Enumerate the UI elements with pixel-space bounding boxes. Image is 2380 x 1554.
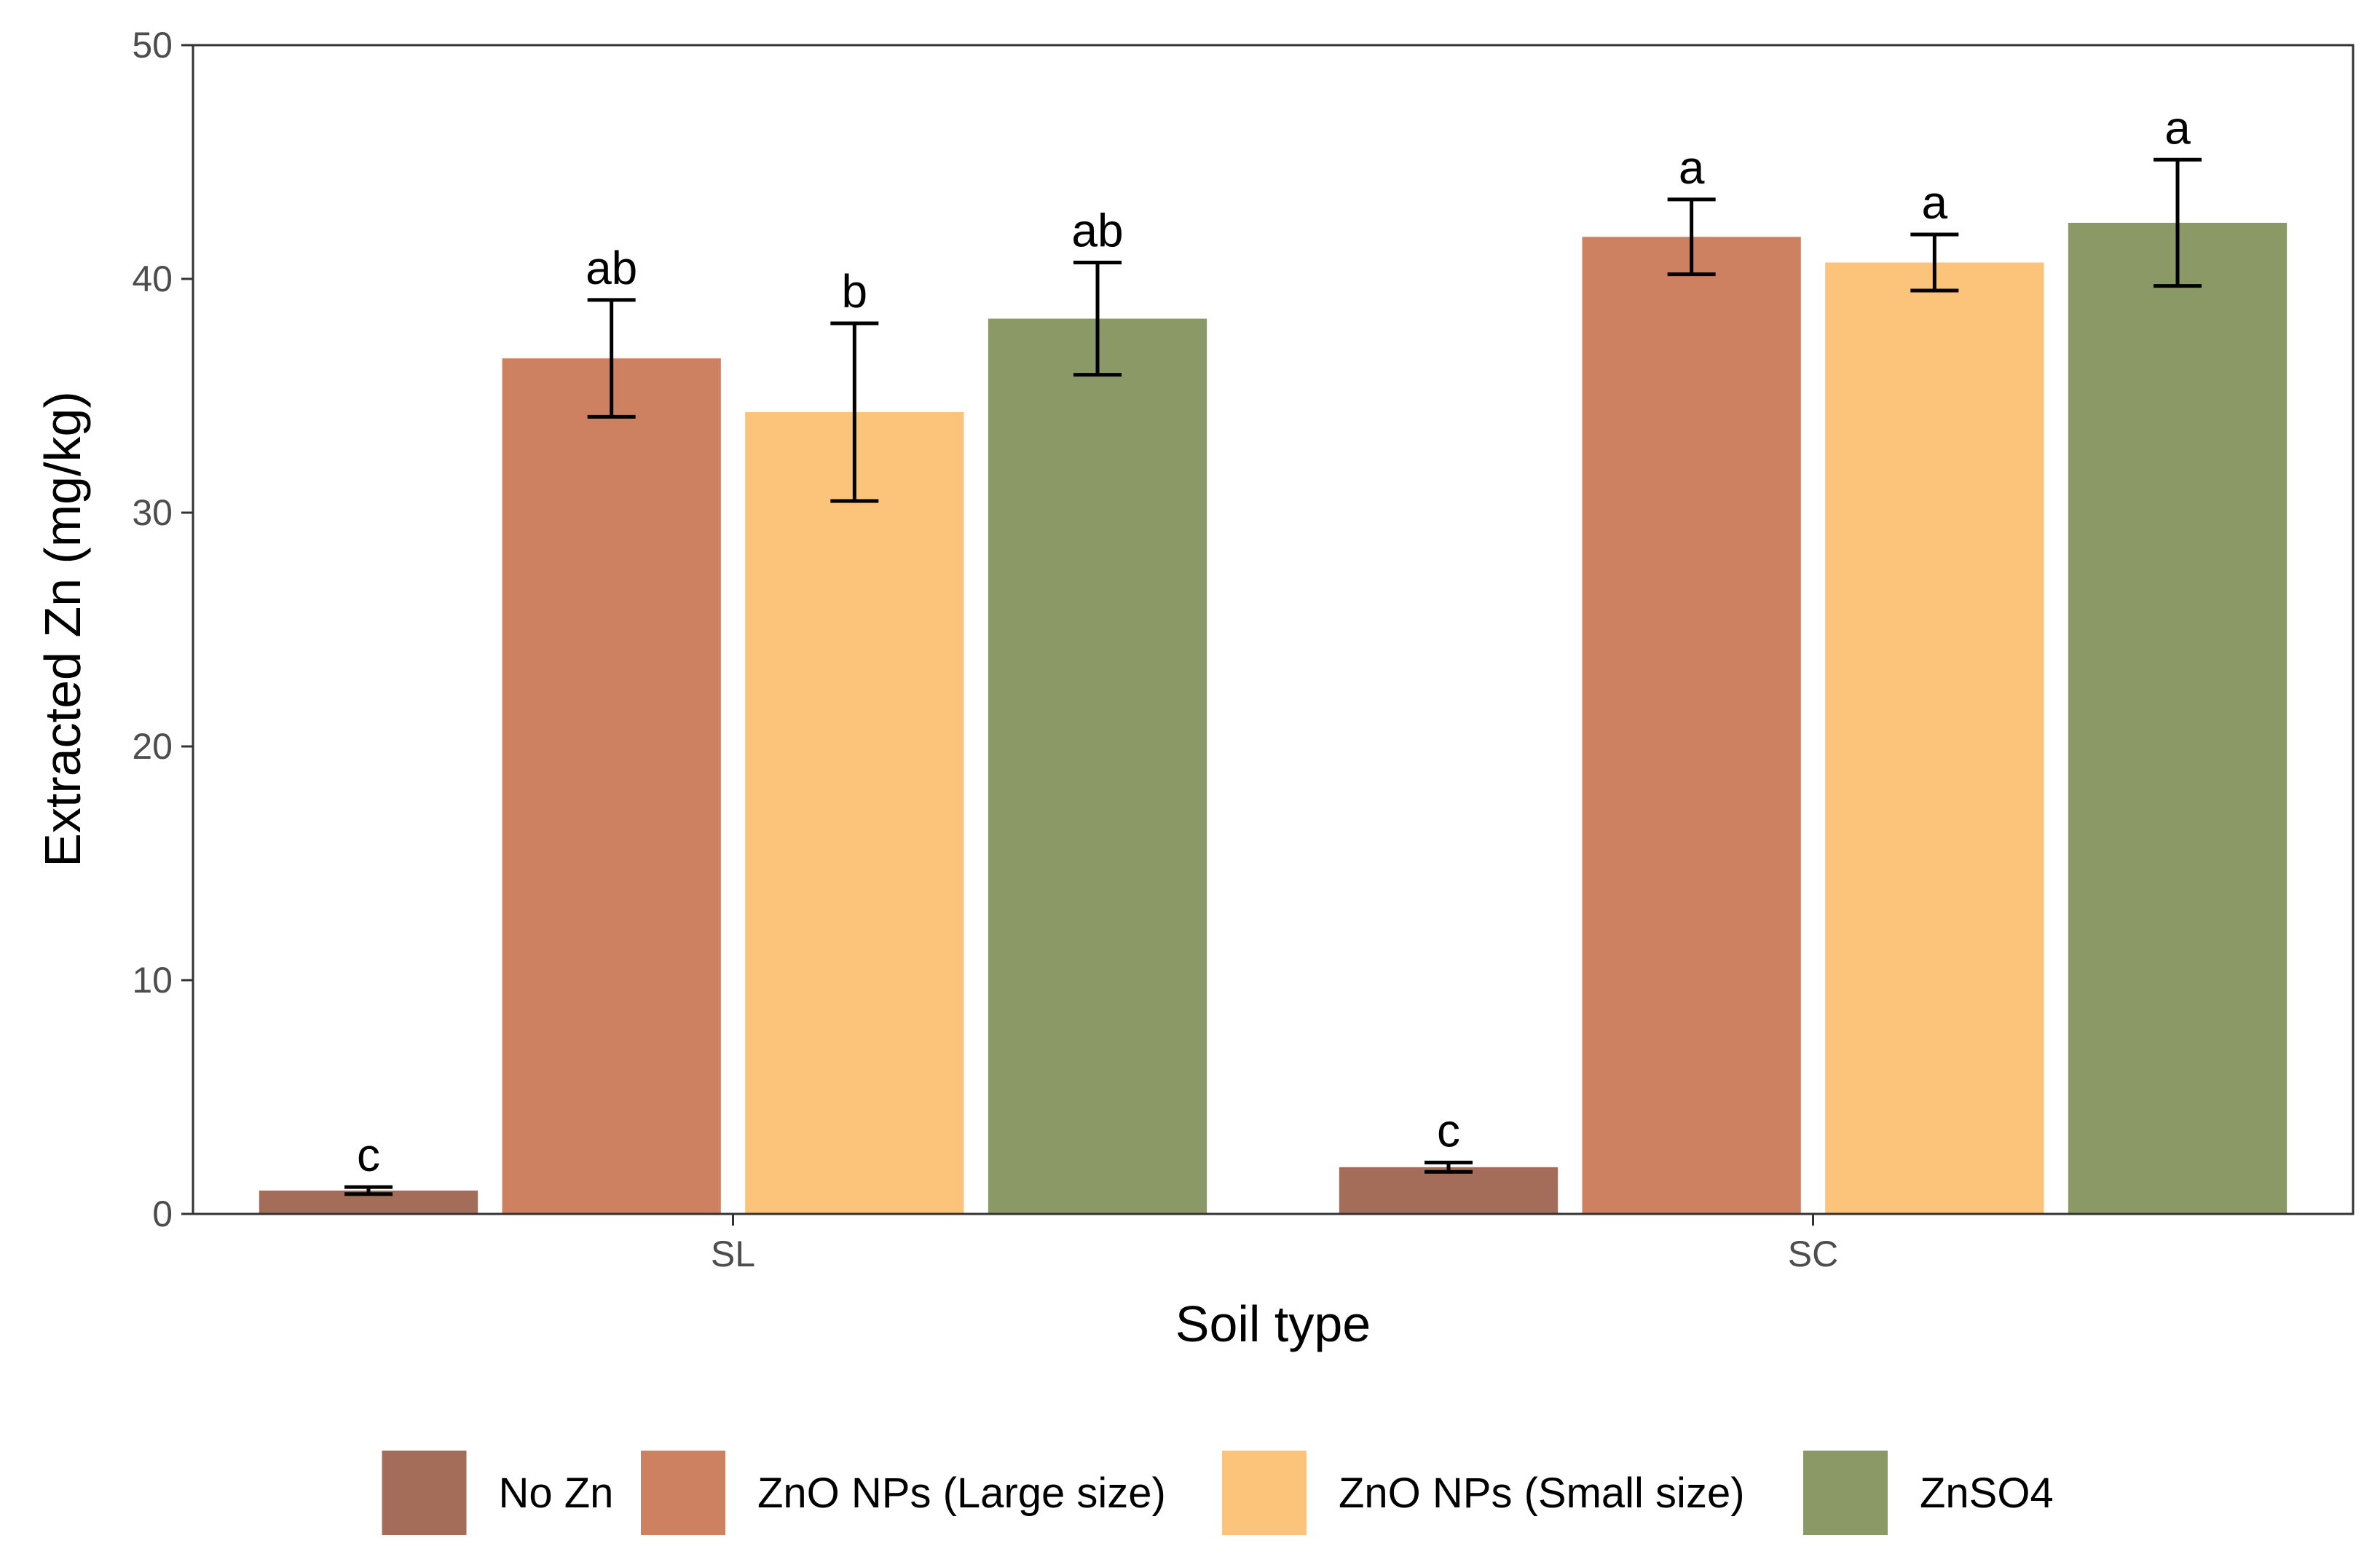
legend-swatch [382, 1451, 467, 1535]
legend-swatch [1222, 1451, 1307, 1535]
significance-letters-layer: c ab b ab c a a a [357, 101, 2191, 1181]
plot-panel-border [192, 44, 2355, 1215]
legend-swatch [641, 1451, 725, 1535]
bar [502, 358, 721, 1214]
legend-label: ZnO NPs (Small size) [1339, 1470, 1745, 1517]
y-tick-label: 30 [132, 492, 173, 533]
legend-label: ZnO NPs (Large size) [757, 1470, 1166, 1517]
legend-label: ZnSO4 [1920, 1470, 2054, 1517]
x-axis-title: Soil type [1175, 1295, 1371, 1352]
x-axis: SL SC [711, 1214, 1838, 1274]
legend-swatch [1803, 1451, 1888, 1535]
significance-letter: a [1922, 176, 1948, 229]
legend-label: No Zn [499, 1470, 614, 1517]
significance-letter: a [2164, 101, 2191, 154]
y-tick-label: 20 [132, 726, 173, 767]
significance-letter: c [1437, 1104, 1460, 1156]
x-tick-label: SC [1788, 1234, 1838, 1274]
y-axis-title: Extracted Zn (mg/kg) [34, 391, 91, 867]
y-axis: 0 10 20 30 40 50 [132, 25, 193, 1234]
bar [988, 318, 1207, 1214]
y-tick-label: 40 [132, 259, 173, 299]
bar [1339, 1167, 1559, 1214]
bar [745, 411, 964, 1214]
significance-letter: c [357, 1129, 380, 1181]
significance-letter: ab [1071, 205, 1123, 257]
bar [1825, 262, 2044, 1214]
significance-letter: b [842, 265, 868, 317]
significance-letter: a [1679, 141, 1705, 194]
bars-layer [259, 222, 2288, 1215]
bar [1582, 237, 1801, 1215]
legend: No Zn ZnO NPs (Large size) ZnO NPs (Small … [382, 1451, 2054, 1535]
bar [2068, 222, 2288, 1215]
y-tick-label: 0 [152, 1194, 173, 1234]
y-tick-label: 50 [132, 25, 173, 66]
error-bars-layer [344, 157, 2202, 1196]
significance-letter: ab [586, 242, 637, 294]
y-tick-label: 10 [132, 960, 173, 1001]
x-tick-label: SL [711, 1234, 755, 1274]
